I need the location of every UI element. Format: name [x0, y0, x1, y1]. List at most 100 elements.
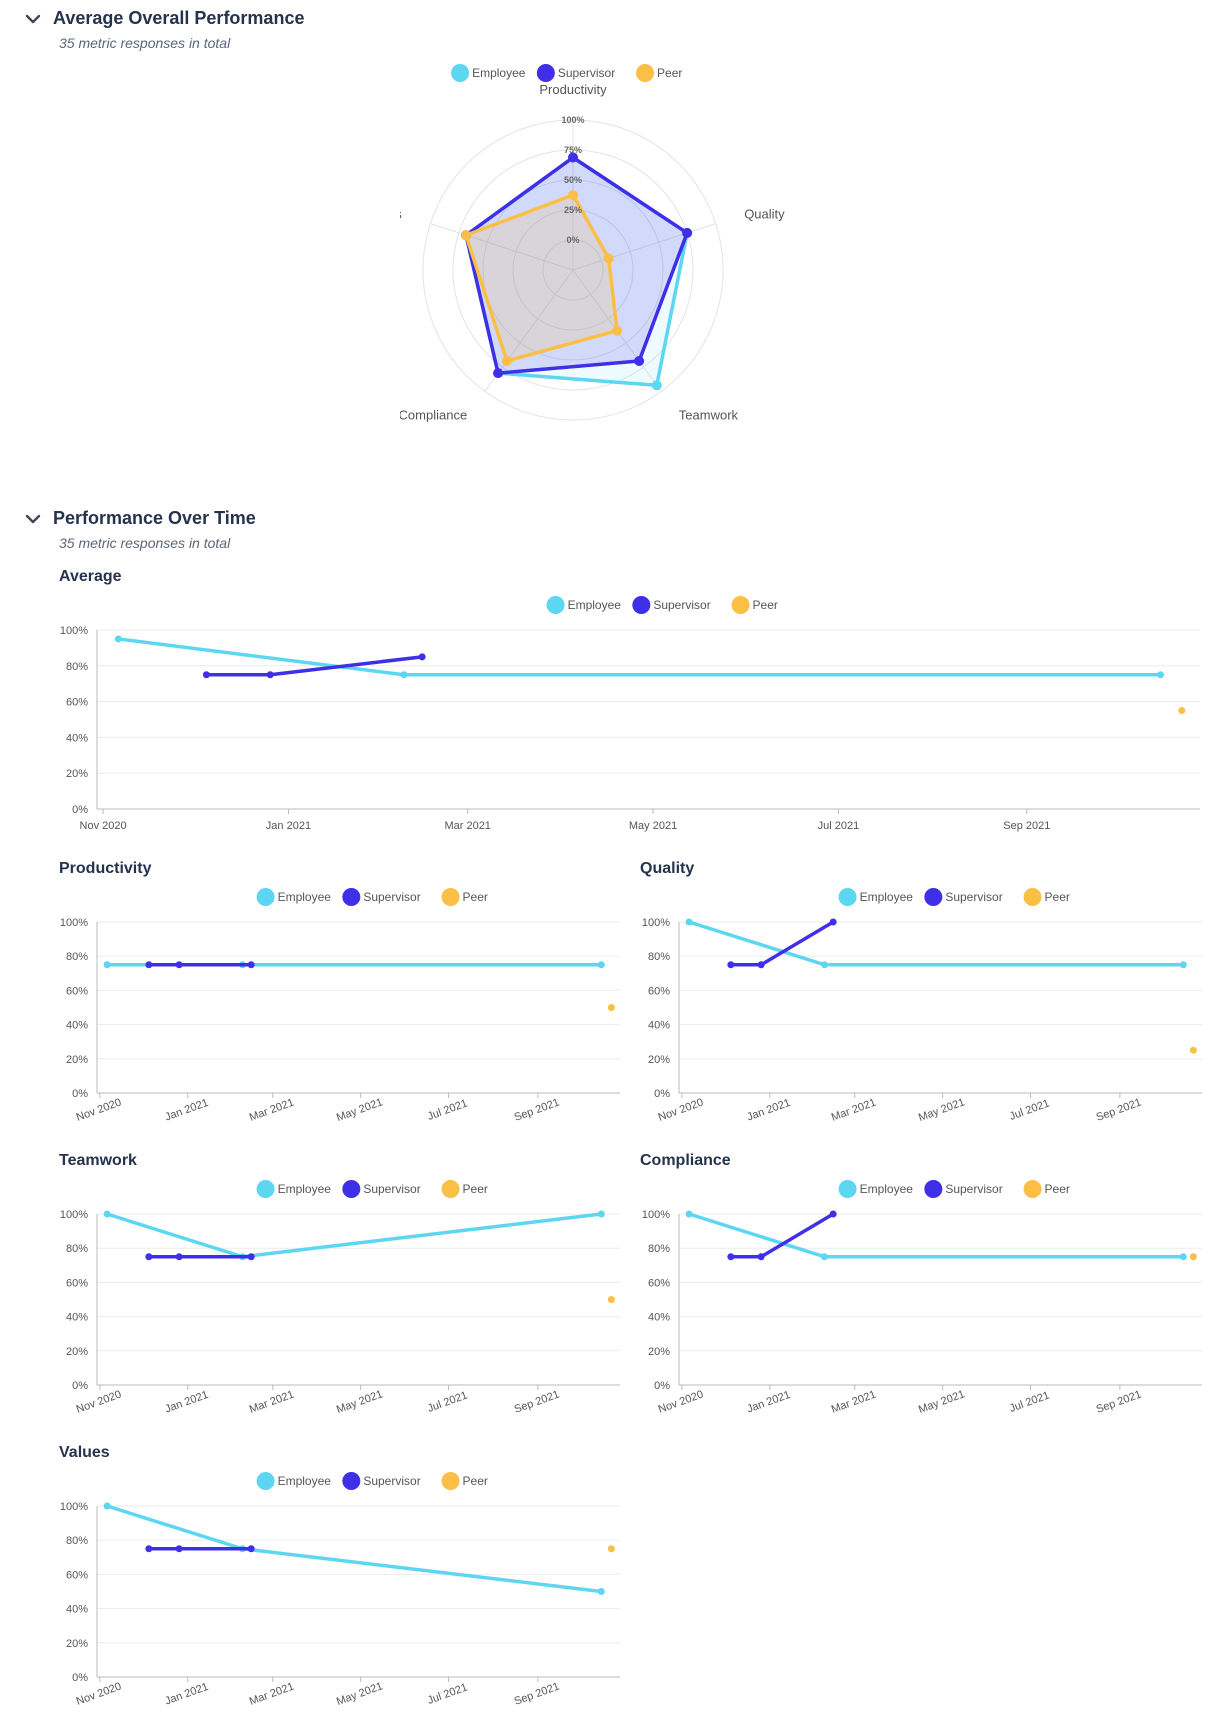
y-tick-label: 40%: [66, 1020, 88, 1032]
y-tick-label: 0%: [72, 1672, 88, 1684]
y-tick-label: 100%: [60, 625, 88, 637]
legend-label-supervisor: Supervisor: [363, 890, 420, 904]
legend-label-employee: Employee: [860, 1182, 914, 1196]
y-tick-label: 80%: [66, 661, 88, 673]
radar-point-supervisor: [568, 152, 578, 163]
x-tick-label: Jan 2021: [266, 820, 311, 832]
legend-swatch-peer: [441, 1472, 460, 1490]
y-tick-label: 40%: [66, 1604, 88, 1616]
legend-label-peer: Peer: [657, 66, 682, 80]
y-tick-label: 20%: [66, 1638, 88, 1650]
data-point-peer: [1189, 1046, 1197, 1054]
y-tick-label: 0%: [654, 1380, 670, 1392]
y-tick-label: 100%: [642, 1209, 670, 1221]
data-point-supervisor: [145, 1545, 153, 1553]
x-tick-label: Jul 2021: [1008, 1389, 1051, 1415]
x-tick-label: Sep 2021: [1003, 820, 1050, 832]
radar-axis-label-values: Values: [400, 206, 402, 221]
y-tick-label: 0%: [72, 1088, 88, 1100]
radar-point-supervisor: [493, 368, 504, 379]
x-tick-label: May 2021: [917, 1388, 967, 1416]
data-point-supervisor: [145, 961, 153, 969]
legend-label-supervisor: Supervisor: [945, 1182, 1002, 1196]
legend-swatch-employee: [546, 596, 565, 614]
data-point-peer: [607, 1296, 615, 1303]
x-tick-label: Jul 2021: [426, 1681, 469, 1707]
legend-swatch-peer: [636, 64, 655, 82]
legend-label-peer: Peer: [463, 1474, 488, 1488]
x-tick-label: Mar 2021: [830, 1097, 878, 1124]
radar-spoke: [572, 223, 716, 271]
chart-title-average: Average: [59, 568, 122, 585]
data-point-employee: [1156, 671, 1164, 679]
x-tick-label: Sep 2021: [513, 1680, 561, 1707]
radar-point-employee: [651, 380, 662, 391]
section-title: Average Overall Performance: [53, 8, 305, 28]
legend-label-peer: Peer: [1045, 1182, 1070, 1196]
line-chart-teamwork: Employee Supervisor Peer 0% 20% 40% 60% 80% 100%…: [60, 1180, 620, 1416]
data-point-employee: [597, 961, 605, 969]
radar-point-peer: [603, 253, 614, 264]
x-tick-label: May 2021: [629, 820, 677, 832]
legend-label-employee: Employee: [472, 66, 526, 80]
data-point-employee: [103, 1210, 111, 1218]
y-tick-label: 20%: [66, 1054, 88, 1066]
x-tick-label: Nov 2020: [75, 1096, 123, 1123]
data-point-supervisor: [247, 961, 255, 969]
data-point-employee: [1179, 961, 1187, 969]
y-tick-label: 60%: [66, 1569, 88, 1581]
radar-point-supervisor: [634, 356, 645, 367]
y-tick-label: 60%: [66, 985, 88, 997]
legend-swatch-peer: [441, 888, 460, 906]
x-tick-label: Sep 2021: [1095, 1388, 1143, 1415]
data-point-supervisor: [829, 918, 837, 926]
data-point-employee: [685, 918, 693, 926]
radar-point-peer: [461, 230, 472, 241]
chart-title-quality: Quality: [640, 860, 695, 877]
radar-point-peer: [568, 190, 578, 200]
radar-series-peer: [464, 193, 619, 363]
y-tick-label: 0%: [72, 1380, 88, 1392]
data-point-employee: [821, 961, 829, 969]
section-toggle-overall[interactable]: Average Overall Performance: [24, 8, 304, 29]
chevron-down-icon: [25, 514, 41, 523]
legend-label-peer: Peer: [753, 598, 778, 612]
data-point-supervisor: [145, 1253, 153, 1261]
data-point-supervisor: [247, 1545, 255, 1553]
radar-axis-label-quality: Quality: [744, 206, 785, 221]
x-tick-label: Nov 2020: [80, 820, 127, 832]
data-point-employee: [685, 1210, 693, 1218]
data-point-supervisor: [175, 1253, 183, 1261]
radar-scale-label: 50%: [564, 175, 582, 185]
radar-spoke: [430, 223, 574, 271]
y-tick-label: 60%: [648, 1277, 670, 1289]
legend-swatch-supervisor: [924, 888, 943, 906]
series-line-supervisor: [730, 1212, 835, 1259]
data-point-employee: [1179, 1253, 1187, 1261]
legend-swatch-supervisor: [632, 596, 651, 614]
y-tick-label: 20%: [66, 1346, 88, 1358]
x-tick-label: Mar 2021: [248, 1681, 296, 1708]
y-tick-label: 100%: [60, 917, 88, 929]
x-tick-label: Nov 2020: [657, 1388, 705, 1415]
x-tick-label: Jul 2021: [426, 1389, 469, 1415]
x-tick-label: Jul 2021: [426, 1097, 469, 1123]
x-tick-label: Nov 2020: [75, 1388, 123, 1415]
legend-swatch-supervisor: [536, 64, 555, 82]
x-tick-label: Mar 2021: [248, 1097, 296, 1124]
series-line-supervisor: [730, 920, 835, 967]
legend-label-employee: Employee: [278, 1182, 332, 1196]
x-tick-label: Sep 2021: [513, 1388, 561, 1415]
y-tick-label: 80%: [648, 951, 670, 963]
y-tick-label: 0%: [654, 1088, 670, 1100]
data-point-supervisor: [175, 1545, 183, 1553]
section-toggle-over-time[interactable]: Performance Over Time: [24, 508, 256, 529]
x-tick-label: Jan 2021: [745, 1097, 792, 1124]
data-point-employee: [103, 961, 111, 969]
y-tick-label: 0%: [72, 804, 88, 816]
data-point-employee: [114, 635, 122, 643]
x-tick-label: Jan 2021: [745, 1389, 792, 1416]
chevron-down-icon: [25, 14, 41, 23]
y-tick-label: 20%: [648, 1346, 670, 1358]
legend-swatch-supervisor: [342, 1472, 361, 1490]
